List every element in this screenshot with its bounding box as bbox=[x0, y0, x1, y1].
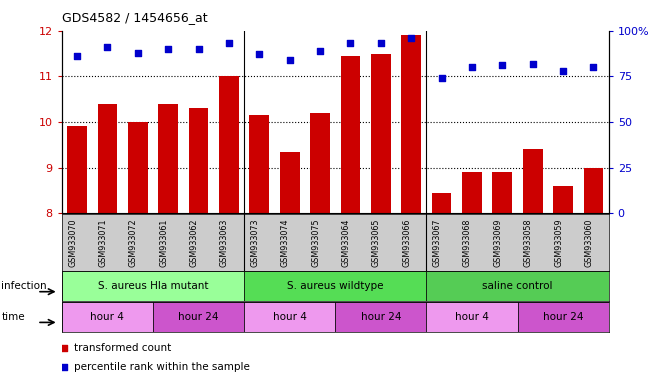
Text: GSM933069: GSM933069 bbox=[493, 218, 503, 267]
Bar bbox=[98, 104, 117, 213]
Bar bbox=[244, 271, 426, 301]
Bar bbox=[426, 271, 609, 301]
Text: GSM933065: GSM933065 bbox=[372, 218, 381, 267]
Point bbox=[102, 44, 113, 50]
Bar bbox=[583, 167, 603, 213]
Text: hour 4: hour 4 bbox=[273, 312, 307, 322]
Text: S. aureus wildtype: S. aureus wildtype bbox=[287, 281, 383, 291]
Text: GSM933059: GSM933059 bbox=[554, 218, 563, 267]
Point bbox=[497, 62, 508, 68]
Text: time: time bbox=[1, 312, 25, 322]
Text: GSM933068: GSM933068 bbox=[463, 218, 472, 267]
Point bbox=[59, 364, 69, 370]
Text: transformed count: transformed count bbox=[74, 343, 171, 353]
Point bbox=[315, 48, 326, 54]
Bar bbox=[311, 113, 330, 213]
Text: GSM933064: GSM933064 bbox=[342, 218, 350, 267]
Point bbox=[589, 64, 599, 70]
Point bbox=[345, 40, 355, 46]
Text: hour 24: hour 24 bbox=[178, 312, 219, 322]
Bar bbox=[371, 53, 391, 213]
Text: GSM933073: GSM933073 bbox=[251, 218, 259, 267]
Point bbox=[254, 51, 264, 58]
Text: GSM933063: GSM933063 bbox=[220, 218, 229, 267]
Bar bbox=[249, 115, 270, 213]
Bar bbox=[340, 56, 361, 213]
Text: percentile rank within the sample: percentile rank within the sample bbox=[74, 362, 249, 372]
Bar bbox=[244, 302, 335, 332]
Bar bbox=[432, 193, 452, 213]
Point bbox=[193, 46, 204, 52]
Text: GSM933060: GSM933060 bbox=[585, 218, 594, 267]
Bar bbox=[62, 271, 244, 301]
Point bbox=[558, 68, 568, 74]
Text: GSM933071: GSM933071 bbox=[98, 218, 107, 267]
Bar bbox=[426, 302, 518, 332]
Bar bbox=[62, 302, 153, 332]
Text: GSM933061: GSM933061 bbox=[159, 218, 168, 267]
Point bbox=[72, 53, 82, 60]
Bar bbox=[335, 302, 426, 332]
Bar bbox=[553, 186, 573, 213]
Bar bbox=[492, 172, 512, 213]
Text: GSM933072: GSM933072 bbox=[129, 218, 138, 267]
Bar bbox=[280, 152, 299, 213]
Point bbox=[224, 40, 234, 46]
Point bbox=[436, 75, 447, 81]
Text: GSM933075: GSM933075 bbox=[311, 218, 320, 267]
Point bbox=[163, 46, 173, 52]
Text: GSM933058: GSM933058 bbox=[524, 218, 533, 267]
Bar bbox=[462, 172, 482, 213]
Text: GDS4582 / 1454656_at: GDS4582 / 1454656_at bbox=[62, 12, 208, 25]
Bar bbox=[67, 126, 87, 213]
Text: hour 4: hour 4 bbox=[455, 312, 489, 322]
Point bbox=[406, 35, 417, 41]
Text: saline control: saline control bbox=[482, 281, 553, 291]
Bar bbox=[523, 149, 542, 213]
Bar bbox=[219, 76, 239, 213]
Point bbox=[133, 50, 143, 56]
Text: infection: infection bbox=[1, 281, 47, 291]
Bar bbox=[518, 302, 609, 332]
Text: GSM933070: GSM933070 bbox=[68, 218, 77, 267]
Bar bbox=[189, 108, 208, 213]
Bar bbox=[158, 104, 178, 213]
Text: S. aureus Hla mutant: S. aureus Hla mutant bbox=[98, 281, 208, 291]
Point bbox=[376, 40, 386, 46]
Text: GSM933066: GSM933066 bbox=[402, 218, 411, 267]
Point bbox=[59, 344, 69, 351]
Text: hour 24: hour 24 bbox=[361, 312, 401, 322]
Text: GSM933062: GSM933062 bbox=[189, 218, 199, 267]
Point bbox=[284, 57, 295, 63]
Bar bbox=[128, 122, 148, 213]
Point bbox=[527, 61, 538, 67]
Text: GSM933067: GSM933067 bbox=[433, 218, 441, 267]
Bar bbox=[153, 302, 244, 332]
Point bbox=[467, 64, 477, 70]
Text: hour 4: hour 4 bbox=[90, 312, 124, 322]
Bar bbox=[401, 35, 421, 213]
Text: GSM933074: GSM933074 bbox=[281, 218, 290, 267]
Text: hour 24: hour 24 bbox=[543, 312, 583, 322]
